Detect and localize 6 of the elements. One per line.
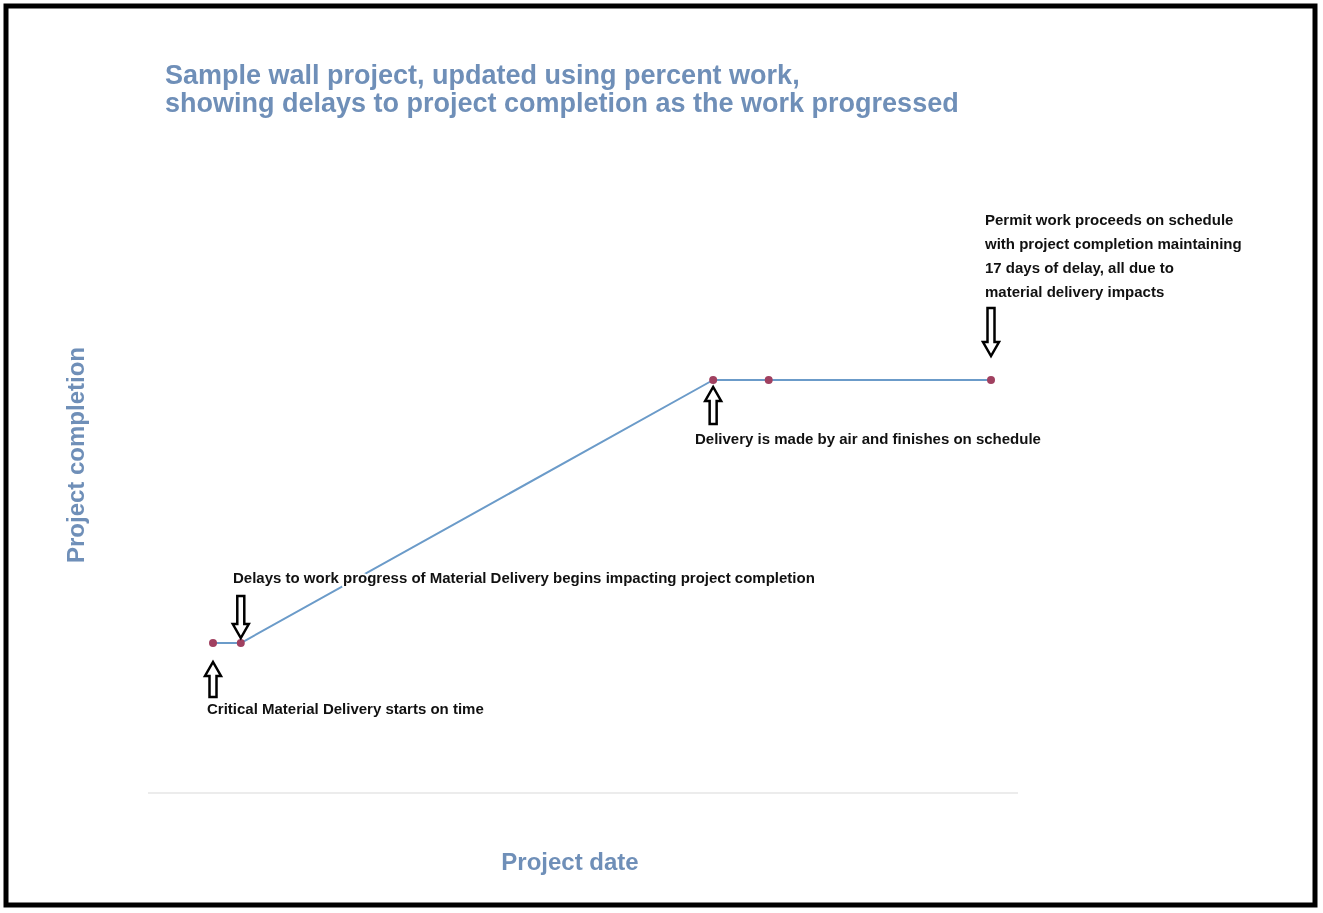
y-axis-title: Project completion: [62, 346, 89, 564]
chart-title: Sample wall project, updated using percent work, showing delays to project completion as the work progressed: [165, 60, 959, 118]
annotation: Delivery is made by air and finishes on schedule: [695, 430, 1041, 447]
text: Permit work proceeds on schedule with project completion maintaining 17 days of delay, all due to material delivery impacts: [984, 211, 1242, 300]
annotation: Critical Material Delivery starts on time: [207, 700, 484, 717]
x-axis-title: Project date: [501, 848, 639, 875]
